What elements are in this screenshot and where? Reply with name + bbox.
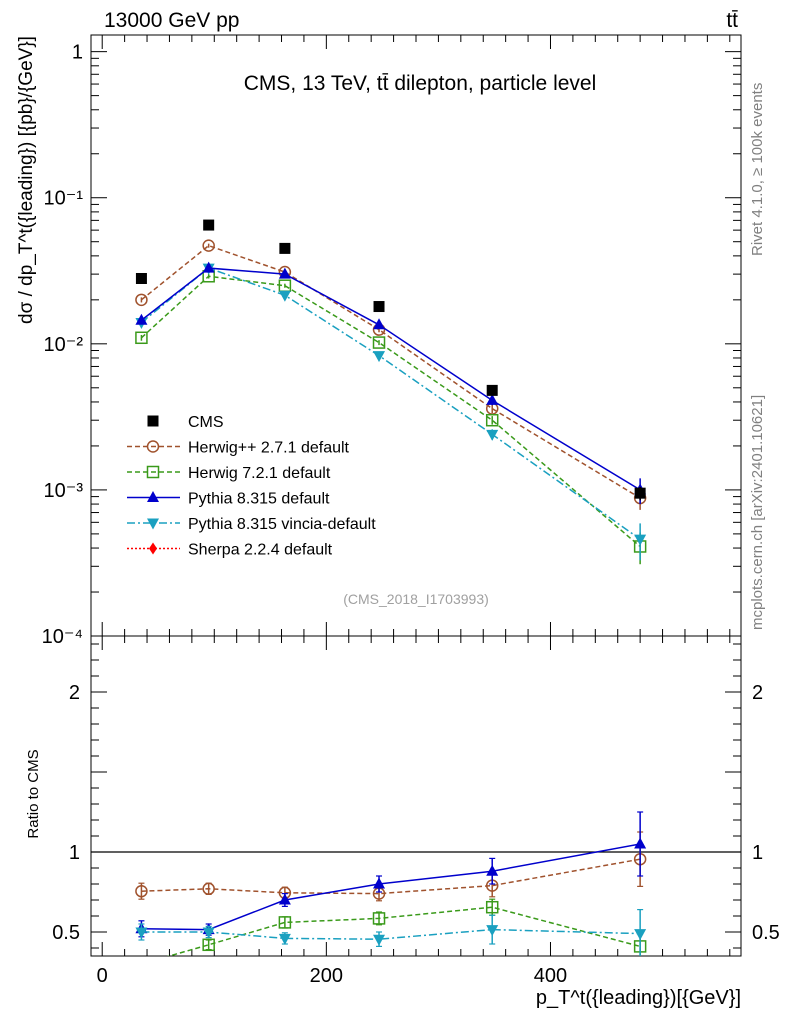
data-point bbox=[278, 290, 291, 302]
main-title: CMS, 13 TeV, tt̄ dilepton, particle leve… bbox=[244, 72, 597, 95]
ratio-y-axis-label: Ratio to CMS bbox=[25, 749, 42, 838]
ratio-point bbox=[278, 933, 291, 945]
data-point bbox=[278, 267, 291, 279]
data-point bbox=[373, 351, 386, 363]
ratio-point bbox=[634, 929, 647, 941]
data-point bbox=[135, 272, 147, 284]
ratio-panel: 0 200 400 0.5 0.5 1 1 2 2 Ratio to CMS p_T^t({le… bbox=[25, 635, 780, 1009]
ratio-y-tick-label-right: 2 bbox=[752, 682, 763, 704]
legend-item: Herwig++ 2.7.1 default bbox=[127, 440, 350, 457]
x-tick-label: 400 bbox=[534, 965, 567, 987]
data-point bbox=[135, 293, 148, 307]
ratio-point bbox=[486, 925, 499, 937]
main-y-tick-label: 10⁻⁴ bbox=[42, 626, 83, 648]
data-point bbox=[135, 313, 148, 325]
ratio-axes: 0 200 400 0.5 0.5 1 1 2 2 bbox=[52, 636, 780, 987]
legend-label: Pythia 8.315 default bbox=[188, 491, 330, 508]
legend-label: Herwig 7.2.1 default bbox=[188, 465, 331, 482]
ratio-y-tick-label: 1 bbox=[69, 842, 80, 864]
ratio-point bbox=[135, 927, 148, 939]
main-series bbox=[135, 219, 647, 565]
legend-item: Herwig 7.2.1 default bbox=[127, 465, 331, 482]
ratio-line bbox=[141, 858, 641, 895]
legend-item: Pythia 8.315 vincia-default bbox=[127, 516, 376, 533]
x-tick-label: 200 bbox=[310, 965, 343, 987]
process-label: tt̄ bbox=[726, 9, 738, 32]
analysis-label: (CMS_2018_I1703993) bbox=[343, 591, 489, 607]
data-point bbox=[486, 393, 499, 405]
ratio-point bbox=[485, 900, 499, 914]
series-pythia-8-315-default bbox=[135, 261, 647, 505]
ratio-point bbox=[486, 864, 499, 876]
series-line bbox=[140, 267, 641, 491]
data-point bbox=[485, 413, 499, 427]
mcplots-label: mcplots.cern.ch [arXiv:2401.10621] bbox=[749, 395, 766, 630]
data-point bbox=[634, 534, 647, 546]
ratio-series-pythia-8-315-vincia-default bbox=[135, 908, 647, 956]
main-y-tick-label: 1 bbox=[72, 42, 83, 64]
data-point bbox=[373, 301, 385, 313]
main-axes: 10⁻⁴ 10⁻³ 10⁻² 10⁻¹ 1 bbox=[42, 35, 741, 648]
data-point bbox=[486, 429, 499, 441]
ratio-y-tick-label: 2 bbox=[69, 682, 80, 704]
ratio-point bbox=[202, 938, 215, 952]
x-tick-label: 0 bbox=[97, 965, 108, 987]
data-point bbox=[279, 242, 291, 254]
ratio-point bbox=[202, 927, 215, 939]
legend-item: Sherpa 2.2.4 default bbox=[127, 542, 333, 559]
legend-item: Pythia 8.315 default bbox=[127, 491, 330, 508]
main-y-tick-label: 10⁻² bbox=[44, 334, 84, 356]
ratio-point bbox=[634, 837, 647, 849]
legend-marker bbox=[147, 518, 159, 530]
ratio-line bbox=[166, 906, 641, 956]
ratio-point bbox=[135, 884, 148, 898]
legend-marker bbox=[149, 542, 157, 555]
ratio-point bbox=[372, 912, 386, 925]
ratio-point bbox=[373, 934, 386, 946]
legend: CMS Herwig++ 2.7.1 default Herwig 7.2.1 de… bbox=[127, 414, 376, 559]
data-point bbox=[372, 336, 386, 349]
data-point bbox=[486, 384, 498, 396]
legend-label: CMS bbox=[188, 414, 224, 431]
rivet-version-label: Rivet 4.1.0, ≥ 100k events bbox=[749, 83, 766, 256]
main-y-axis-label: dσ / dp_T^t({leading}) [{pb}/{GeV}] bbox=[16, 36, 37, 324]
data-point bbox=[203, 219, 215, 231]
legend-item: CMS bbox=[147, 414, 224, 431]
series-line bbox=[140, 275, 641, 548]
energy-label: 13000 GeV pp bbox=[104, 9, 239, 32]
ratio-point bbox=[278, 916, 292, 929]
ratio-y-tick-label-right: 1 bbox=[752, 842, 763, 864]
main-y-tick-label: 10⁻³ bbox=[44, 480, 84, 502]
legend-label: Pythia 8.315 vincia-default bbox=[188, 516, 376, 533]
legend-marker bbox=[146, 465, 160, 479]
legend-label: Sherpa 2.2.4 default bbox=[188, 542, 333, 559]
legend-label: Herwig++ 2.7.1 default bbox=[188, 440, 350, 457]
main-panel: 10⁻⁴ 10⁻³ 10⁻² 10⁻¹ 1 CMS, 13 TeV, tt̄ dilep… bbox=[16, 34, 742, 648]
main-y-tick-label: 10⁻¹ bbox=[44, 188, 84, 210]
legend-marker bbox=[147, 415, 159, 427]
legend-marker bbox=[147, 491, 159, 502]
data-point bbox=[135, 331, 148, 345]
data-point bbox=[202, 239, 215, 252]
ratio-series bbox=[135, 811, 647, 956]
data-point bbox=[634, 487, 646, 499]
series-cms bbox=[135, 219, 646, 501]
ratio-point bbox=[373, 877, 386, 889]
ratio-y-tick-label: 0.5 bbox=[52, 922, 80, 944]
x-axis-label: p_T^t({leading})[{GeV}] bbox=[536, 987, 741, 1009]
ratio-y-tick-label-right: 0.5 bbox=[752, 922, 780, 944]
data-point bbox=[373, 318, 386, 330]
ratio-point bbox=[202, 882, 215, 896]
ratio-point bbox=[278, 893, 291, 905]
legend-marker bbox=[146, 440, 160, 453]
data-point bbox=[202, 261, 215, 273]
ratio-line bbox=[141, 843, 641, 931]
series-line bbox=[140, 244, 641, 499]
